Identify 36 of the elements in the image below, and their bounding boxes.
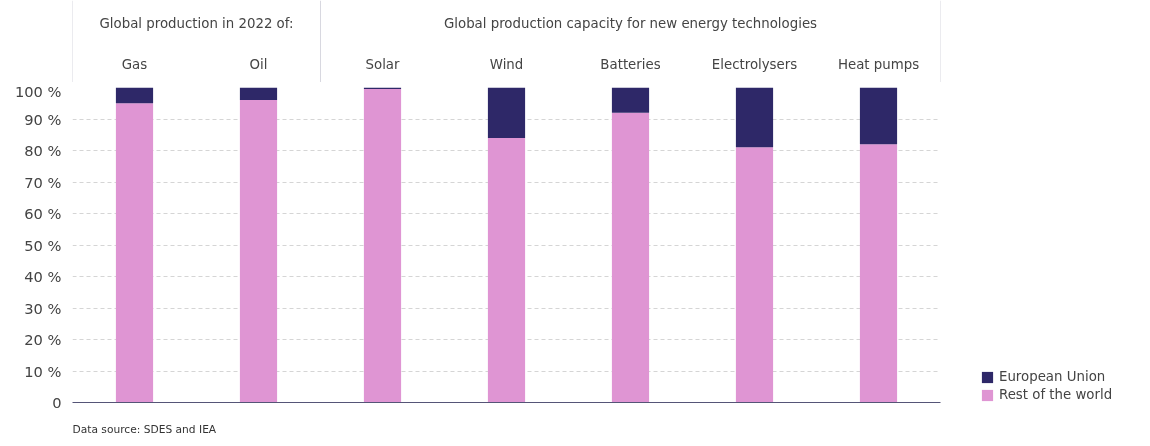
bar: [611, 112, 650, 403]
y-tick-label: 100 %: [14, 82, 62, 100]
bar: [735, 87, 774, 148]
y-tick-label: 50 %: [24, 236, 62, 254]
x-tick-label: Electrolysers: [711, 56, 798, 72]
x-tick-label: Batteries: [600, 56, 661, 72]
y-tick-label: 0: [52, 394, 62, 411]
x-tick-label: Oil: [249, 56, 268, 72]
x-tick-label: Wind: [489, 56, 524, 72]
bar: [239, 100, 278, 403]
y-tick-label: 20 %: [24, 331, 62, 348]
x-tick-label: Solar: [365, 56, 400, 72]
bar: [239, 87, 278, 101]
y-tick-label: 40 %: [24, 268, 62, 285]
bar: [115, 87, 154, 104]
legend-label: European Union: [999, 369, 1106, 384]
bar: [487, 137, 526, 403]
y-tick-label: 80 %: [24, 142, 62, 159]
bar: [735, 147, 774, 403]
bar: [363, 89, 402, 403]
bar: [115, 103, 154, 403]
y-tick-label: 70 %: [24, 173, 62, 191]
x-tick-label: Heat pumps: [837, 56, 920, 72]
text: Global production capacity for new energy technologies: [443, 15, 818, 31]
y-tick-label: 60 %: [24, 205, 62, 222]
bar: [859, 87, 898, 145]
bar: [611, 87, 650, 113]
source-note: Data source: SDES and IEA: [72, 423, 217, 436]
y-tick-label: 30 %: [24, 299, 62, 317]
bar: [859, 144, 898, 403]
x-tick-label: Gas: [121, 56, 148, 72]
y-tick-label: 10 %: [24, 362, 62, 380]
text: Global production in 2022 of:: [99, 15, 294, 31]
y-tick-label: 90 %: [24, 110, 62, 128]
legend-label: Rest of the world: [999, 387, 1113, 402]
bar: [487, 87, 526, 138]
